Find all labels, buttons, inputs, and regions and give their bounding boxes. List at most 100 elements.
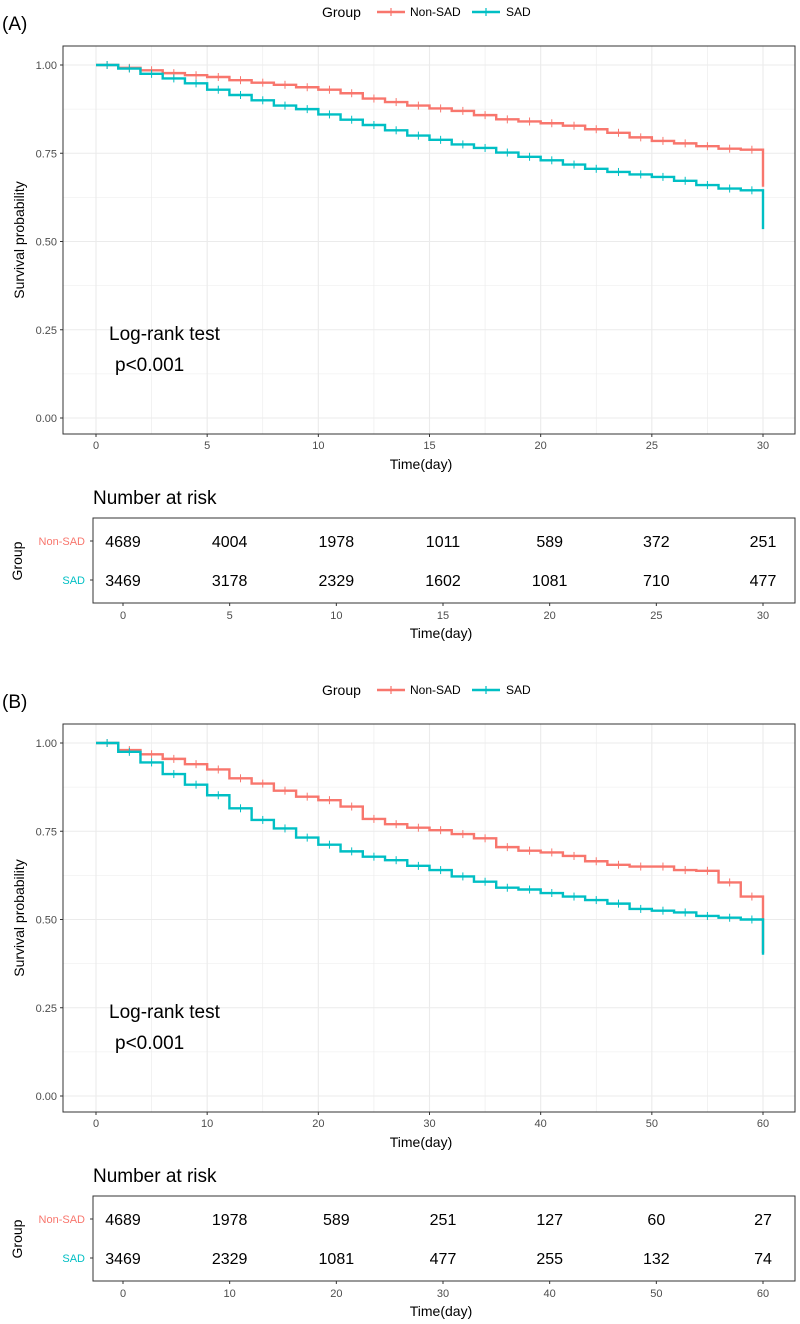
risk-x-tick-label: 0 [120,1288,126,1300]
x-tick-label: 10 [201,1118,213,1130]
risk-row-label-sad: SAD [62,1253,85,1265]
x-axis-title: Time(day) [390,456,453,472]
x-tick-label: 25 [646,440,658,452]
y-tick-label: 0.25 [36,325,57,337]
risk-x-tick-label: 30 [437,1288,449,1300]
risk-table-title: Number at risk [93,488,217,509]
risk-x-tick-label: 10 [224,1288,236,1300]
risk-count: 2329 [319,573,355,590]
risk-y-axis-title: Group [9,541,25,580]
risk-count: 589 [536,534,563,551]
panel-0: (A) Group Non-SAD SAD 0.00 0.25 0.50 0.75 1.00 0 5… [2,4,796,641]
panel-label: (A) [2,14,27,35]
legend-title: Group [322,682,361,698]
risk-x-axis-title: Time(day) [410,625,473,641]
risk-count: 1978 [319,534,355,551]
risk-count: 4004 [212,534,248,551]
risk-x-tick-label: 0 [120,610,126,622]
y-tick-label: 1.00 [36,60,57,72]
risk-count: 3469 [105,1251,141,1268]
risk-count: 2329 [212,1251,248,1268]
risk-x-tick-label: 15 [437,610,449,622]
legend-label-sad: SAD [506,683,531,697]
y-tick-label: 0.75 [36,826,57,838]
x-tick-label: 0 [93,1118,99,1130]
risk-count: 251 [750,534,777,551]
risk-count: 1081 [319,1251,355,1268]
logrank-label: Log-rank test [109,1002,221,1023]
y-axis-title: Survival probability [11,859,27,977]
risk-count: 74 [754,1251,772,1268]
x-tick-label: 30 [757,440,769,452]
x-tick-label: 40 [535,1118,547,1130]
x-tick-label: 20 [535,440,547,452]
risk-table-title: Number at risk [93,1166,217,1187]
risk-count: 589 [323,1212,350,1229]
risk-count: 1011 [426,534,461,551]
risk-count: 251 [430,1212,457,1229]
risk-count: 255 [536,1251,563,1268]
risk-row-label-non-sad: Non-SAD [39,1214,86,1226]
y-tick-label: 0.50 [36,915,57,927]
risk-count: 3178 [212,573,248,590]
series-line-non-sad [96,741,765,954]
risk-table-border [92,517,796,604]
risk-count: 4689 [105,1212,141,1229]
legend-label-non-sad: Non-SAD [410,683,461,697]
survival-plot: 0.00 0.25 0.50 0.75 1.00 0 5 10 15 20 25 30 Time(day… [11,45,796,472]
p-value-label: p<0.001 [115,355,184,376]
risk-count: 60 [647,1212,665,1229]
legend-label-sad: SAD [506,5,531,19]
x-axis-title: Time(day) [390,1134,453,1150]
risk-count: 132 [643,1251,670,1268]
legend-title: Group [322,4,361,20]
risk-count: 3469 [105,573,141,590]
risk-count: 477 [750,573,777,590]
risk-count: 127 [536,1212,563,1229]
censor-marks-sad [106,61,753,195]
legend: Group Non-SAD SAD [322,682,531,698]
risk-table-border [92,1195,796,1282]
risk-count: 372 [643,534,670,551]
risk-count: 1602 [425,573,461,590]
y-tick-label: 0.75 [36,148,57,160]
x-tick-label: 20 [312,1118,324,1130]
risk-x-tick-label: 5 [227,610,233,622]
p-value-label: p<0.001 [115,1033,184,1054]
y-tick-label: 1.00 [36,738,57,750]
x-tick-label: 30 [423,1118,435,1130]
legend: Group Non-SAD SAD [322,4,531,20]
risk-x-tick-label: 30 [757,610,769,622]
risk-x-tick-label: 10 [330,610,342,622]
legend-label-non-sad: Non-SAD [410,5,461,19]
risk-x-tick-label: 50 [650,1288,662,1300]
risk-y-axis-title: Group [9,1219,25,1258]
risk-x-tick-label: 60 [757,1288,769,1300]
risk-count: 477 [430,1251,457,1268]
risk-count: 4689 [105,534,141,551]
risk-count: 27 [754,1212,772,1229]
y-tick-label: 0.00 [36,1091,57,1103]
risk-x-tick-label: 20 [330,1288,342,1300]
x-tick-label: 10 [312,440,324,452]
x-tick-label: 5 [204,440,210,452]
risk-count: 710 [643,573,670,590]
risk-x-tick-label: 40 [544,1288,556,1300]
risk-table: Number at risk Non-SAD 4689 1978 589 251 127 60… [9,1166,796,1319]
risk-table: Number at risk Non-SAD 4689 4004 1978 1011 589… [9,488,796,641]
y-tick-label: 0.50 [36,237,57,249]
x-tick-label: 50 [646,1118,658,1130]
panel-label: (B) [2,692,27,713]
censor-marks-sad [106,739,753,924]
y-tick-label: 0.00 [36,413,57,425]
y-tick-label: 0.25 [36,1003,57,1015]
x-tick-label: 0 [93,440,99,452]
logrank-label: Log-rank test [109,324,221,345]
survival-plot: 0.00 0.25 0.50 0.75 1.00 0 10 20 30 40 50 60 Time(da… [11,723,796,1150]
risk-count: 1978 [212,1212,248,1229]
risk-x-tick-label: 25 [650,610,662,622]
risk-row-label-sad: SAD [62,575,85,587]
risk-x-axis-title: Time(day) [410,1303,473,1319]
panel-1: (B) Group Non-SAD SAD 0.00 0.25 0.50 0.75 1.00 0 1… [2,682,796,1319]
